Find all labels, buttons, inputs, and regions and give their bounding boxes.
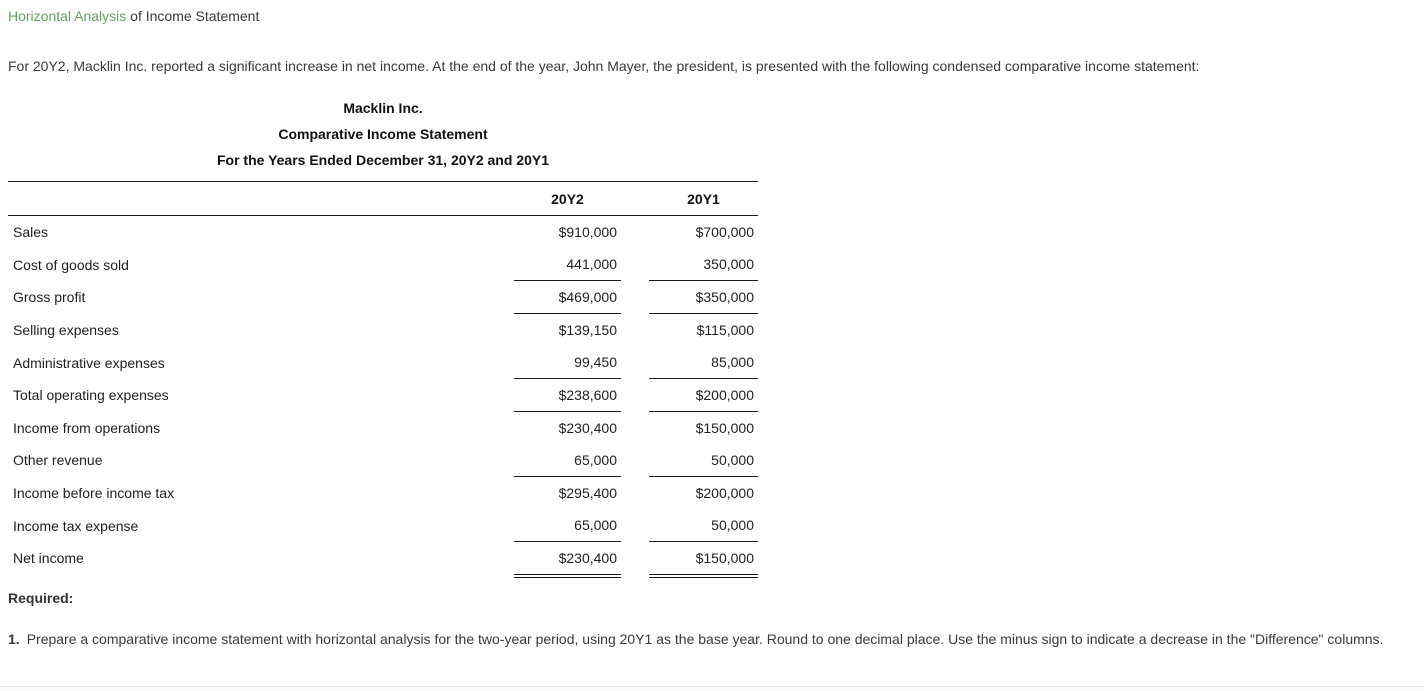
table-row: Gross profit $469,000 $350,000 (8, 281, 758, 314)
row-label: Cost of goods sold (13, 256, 129, 273)
table-row: Other revenue 65,000 50,000 (8, 444, 758, 477)
amount-20y1: $150,000 (695, 419, 754, 436)
column-gap (621, 379, 649, 412)
amount-20y2: 65,000 (514, 509, 621, 542)
bottom-divider (0, 686, 1424, 691)
table-row: Administrative expenses 99,450 85,000 (8, 346, 758, 379)
amount-20y2: $910,000 (558, 224, 617, 241)
column-gap (621, 216, 649, 249)
row-label: Other revenue (13, 452, 103, 469)
column-gap (621, 346, 649, 379)
amount-20y2: $469,000 (514, 281, 621, 314)
amount-20y1: $350,000 (649, 281, 758, 314)
requirement-1-number: 1. (8, 630, 20, 647)
column-gap (621, 477, 649, 510)
statement-title: Comparative Income Statement (278, 126, 488, 142)
intro-paragraph: For 20Y2, Macklin Inc. reported a signif… (8, 58, 1200, 74)
row-label: Sales (13, 224, 49, 241)
table-row: Income from operations $230,400 $150,000 (8, 412, 758, 445)
comparative-income-statement: Macklin Inc. Comparative Income Statemen… (8, 95, 758, 578)
table-top-rule (8, 181, 758, 182)
table-row: Sales $910,000 $700,000 (8, 216, 758, 249)
amount-20y1: 50,000 (649, 509, 758, 542)
column-gap (621, 249, 649, 282)
table-row: Income tax expense 65,000 50,000 (8, 509, 758, 542)
column-gap (621, 542, 649, 575)
table-row: Net income $230,400 $150,000 (8, 542, 758, 578)
amount-20y1: 50,000 (649, 444, 758, 477)
column-gap (621, 314, 649, 347)
page-title: Horizontal Analysis of Income Statement (8, 8, 1416, 25)
statement-company: Macklin Inc. (343, 100, 423, 116)
column-header-20y2: 20Y2 (551, 190, 584, 207)
table-header-rule (8, 215, 758, 216)
amount-20y2: 441,000 (514, 249, 621, 282)
statement-heading: Macklin Inc. Comparative Income Statemen… (8, 95, 758, 173)
column-gap (621, 182, 649, 215)
row-label: Selling expenses (13, 322, 119, 339)
amount-20y1: $200,000 (695, 485, 754, 502)
row-label: Income from operations (13, 419, 161, 436)
amount-20y1: $115,000 (696, 322, 754, 339)
amount-20y1: 85,000 (649, 346, 758, 379)
table-row: Cost of goods sold 441,000 350,000 (8, 249, 758, 282)
amount-20y2: 99,450 (514, 346, 621, 379)
table-row: Total operating expenses $238,600 $200,000 (8, 379, 758, 412)
amount-20y2: $230,400 (514, 542, 621, 578)
amount-20y2: 65,000 (514, 444, 621, 477)
row-label: Net income (13, 550, 84, 567)
amount-20y2: $238,600 (514, 379, 621, 412)
row-label: Income tax expense (13, 517, 139, 534)
amount-20y2: $295,400 (558, 485, 617, 502)
row-label: Income before income tax (13, 485, 175, 502)
column-gap (621, 281, 649, 314)
required-label: Required: (8, 589, 74, 606)
column-gap (621, 412, 649, 445)
header-empty-cell (8, 182, 514, 215)
amount-20y1: 350,000 (649, 249, 758, 282)
statement-period: For the Years Ended December 31, 20Y2 an… (216, 152, 549, 168)
title-link[interactable]: Horizontal Analysis (8, 8, 127, 24)
column-gap (621, 444, 649, 477)
requirement-1: 1. Prepare a comparative income statement… (8, 626, 1416, 652)
row-label: Administrative expenses (13, 354, 165, 371)
column-header-20y1: 20Y1 (687, 190, 720, 207)
table-row: Selling expenses $139,150 $115,000 (8, 314, 758, 347)
amount-20y2: $230,400 (558, 419, 617, 436)
amount-20y1: $200,000 (649, 379, 758, 412)
table-body: Sales $910,000 $700,000 Cost of goods sold 4… (8, 216, 758, 578)
amount-20y1: $700,000 (695, 224, 754, 241)
row-label: Total operating expenses (13, 387, 169, 404)
requirement-1-text: Prepare a comparative income statement w… (26, 630, 1384, 647)
amount-20y1: $150,000 (649, 542, 758, 578)
table-header-row: 20Y2 20Y1 (8, 182, 758, 215)
column-gap (621, 509, 649, 542)
table-row: Income before income tax $295,400 $200,000 (8, 477, 758, 510)
page-title-rest: of Income Statement (130, 8, 260, 24)
row-label: Gross profit (13, 289, 86, 306)
amount-20y2: $139,150 (558, 322, 617, 339)
